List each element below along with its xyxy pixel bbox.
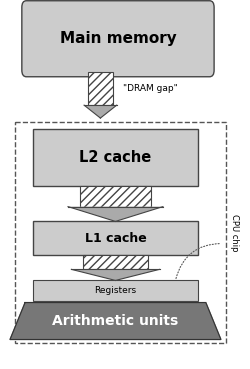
Bar — [15, 122, 225, 343]
Text: Main memory: Main memory — [59, 31, 176, 46]
Text: "DRAM gap": "DRAM gap" — [122, 84, 177, 93]
Text: CPU chip: CPU chip — [229, 214, 238, 251]
Polygon shape — [10, 303, 220, 339]
Text: L2 cache: L2 cache — [79, 150, 151, 165]
Text: Registers: Registers — [94, 286, 136, 295]
Bar — [80, 186, 150, 207]
Bar — [82, 255, 148, 269]
Polygon shape — [71, 269, 159, 280]
Polygon shape — [68, 207, 162, 221]
Text: L1 cache: L1 cache — [84, 231, 146, 245]
Text: Arithmetic units: Arithmetic units — [52, 314, 178, 328]
Bar — [32, 221, 198, 255]
FancyBboxPatch shape — [22, 1, 213, 77]
Bar — [88, 72, 112, 105]
Polygon shape — [84, 105, 116, 118]
Bar — [32, 280, 198, 301]
Bar — [32, 129, 198, 186]
